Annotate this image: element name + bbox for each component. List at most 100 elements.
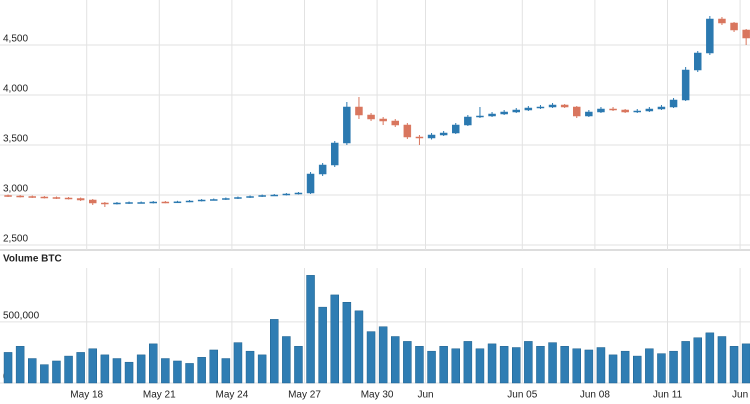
y-tick-label: 3,000 bbox=[3, 184, 28, 195]
y-tick-label: 500,000 bbox=[3, 310, 40, 321]
candle-body bbox=[548, 104, 557, 108]
candle-body bbox=[597, 108, 605, 113]
candle-body bbox=[427, 134, 436, 139]
candle-body bbox=[173, 201, 182, 204]
candle-body bbox=[609, 108, 617, 111]
x-tick-label: Jun 05 bbox=[507, 390, 537, 401]
y-tick-label: 4,500 bbox=[3, 34, 28, 45]
candle-body bbox=[621, 109, 629, 113]
candle-body bbox=[125, 202, 133, 204]
candle-body bbox=[161, 201, 170, 204]
candle-body bbox=[633, 110, 641, 113]
volume-bar bbox=[100, 354, 110, 384]
volume-bar bbox=[149, 343, 158, 384]
volume-bar bbox=[475, 348, 485, 384]
volume-bar bbox=[40, 364, 49, 384]
volume-bar bbox=[270, 319, 279, 384]
candle-body bbox=[197, 199, 206, 202]
volume-bar bbox=[499, 346, 509, 384]
candle-body bbox=[524, 107, 533, 111]
volume-bar bbox=[584, 349, 594, 384]
volume-bar bbox=[633, 355, 642, 384]
volume-bar bbox=[657, 353, 666, 384]
volume-bar bbox=[197, 357, 206, 384]
volume-bar bbox=[427, 350, 436, 384]
volume-bar bbox=[439, 346, 448, 384]
volume-bar bbox=[524, 341, 533, 384]
x-tick-label: May 30 bbox=[361, 390, 394, 401]
candle-body bbox=[113, 202, 121, 205]
candle-body bbox=[222, 198, 230, 200]
x-tick-label: Jun bbox=[732, 390, 748, 401]
candle-body bbox=[706, 18, 714, 54]
candle-body bbox=[185, 200, 194, 203]
volume-bar bbox=[548, 342, 557, 384]
volume-bar bbox=[124, 361, 134, 384]
volume-bar bbox=[669, 350, 678, 384]
candle-body bbox=[343, 106, 351, 144]
candle-body bbox=[64, 197, 73, 200]
volume-bar bbox=[282, 336, 291, 384]
volume-bar bbox=[209, 349, 218, 384]
volume-bar bbox=[294, 346, 303, 384]
volume-bar bbox=[233, 342, 243, 384]
candle-body bbox=[476, 115, 484, 118]
volume-bar bbox=[741, 343, 750, 384]
candle-body bbox=[439, 132, 448, 136]
candle-body bbox=[52, 197, 61, 199]
volume-title: Volume BTC bbox=[3, 254, 62, 265]
candle-body bbox=[403, 124, 412, 138]
candle-body bbox=[149, 201, 157, 204]
volume-bar bbox=[512, 347, 521, 384]
candle-body bbox=[367, 114, 375, 120]
volume-bar bbox=[28, 358, 37, 384]
candle-body bbox=[282, 193, 291, 196]
x-tick-label: May 27 bbox=[288, 390, 321, 401]
candle-body bbox=[512, 109, 520, 113]
candle-body bbox=[657, 106, 666, 110]
candle-body bbox=[452, 124, 460, 134]
candle-body bbox=[379, 118, 387, 122]
volume-bar bbox=[3, 352, 13, 384]
candle-body bbox=[536, 106, 545, 109]
volume-bar bbox=[330, 294, 339, 384]
volume-bar bbox=[487, 343, 497, 384]
volume-bar bbox=[717, 336, 727, 384]
volume-bar bbox=[693, 337, 702, 384]
volume-bar bbox=[451, 348, 460, 384]
candle-body bbox=[16, 195, 24, 198]
candle-body bbox=[742, 29, 750, 39]
volume-bar bbox=[257, 354, 267, 384]
volume-bar bbox=[681, 341, 690, 384]
candle-body bbox=[669, 99, 678, 108]
x-tick-label: Jun 11 bbox=[653, 390, 683, 401]
candle-body bbox=[645, 108, 654, 112]
volume-bar bbox=[306, 275, 315, 384]
candle-body bbox=[681, 69, 690, 101]
candle-body bbox=[730, 22, 738, 31]
candle-body bbox=[210, 199, 218, 201]
volume-bar bbox=[645, 348, 654, 384]
candle-body bbox=[391, 120, 399, 126]
candle-body bbox=[4, 195, 12, 197]
volume-bar bbox=[572, 348, 581, 384]
volume-bar bbox=[415, 346, 424, 384]
volume-bar bbox=[64, 355, 73, 384]
volume-bar bbox=[88, 348, 97, 384]
volume-bar bbox=[221, 358, 231, 384]
candle-body bbox=[76, 198, 85, 201]
candle-body bbox=[500, 111, 508, 115]
x-tick-label: May 21 bbox=[143, 390, 176, 401]
candle-body bbox=[318, 164, 327, 175]
volume-bar bbox=[403, 341, 412, 384]
candle-body bbox=[560, 104, 569, 108]
volume-bar bbox=[161, 358, 170, 384]
volume-bar bbox=[596, 347, 606, 384]
y-tick-label: 4,000 bbox=[3, 84, 28, 95]
volume-bar bbox=[366, 331, 376, 384]
y-tick-label: 3,500 bbox=[3, 134, 28, 145]
candle-body bbox=[40, 196, 49, 199]
candle-body bbox=[464, 116, 472, 126]
candle-body bbox=[585, 111, 593, 117]
volume-bar bbox=[705, 332, 715, 384]
